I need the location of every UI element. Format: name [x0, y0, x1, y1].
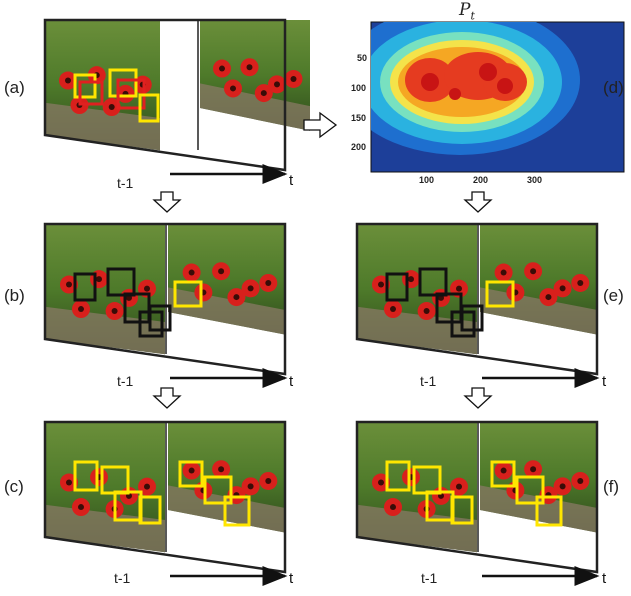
panel-label-c: (c)	[4, 477, 24, 496]
y-tick-100: 100	[351, 83, 367, 93]
prev-frame-label-e: t-1	[420, 373, 437, 389]
frame-panel-e	[355, 222, 600, 388]
x-tick-200: 200	[473, 175, 489, 185]
y-tick-50: 50	[357, 53, 368, 63]
frame-panel-c	[43, 420, 288, 586]
prev-frame-label-b: t-1	[117, 373, 134, 389]
right-arrow-icon	[303, 111, 338, 139]
panel-label-a: (a)	[4, 78, 25, 97]
frame-panel-f	[355, 420, 600, 586]
panel-label-d: (d)	[603, 78, 624, 97]
heatmap-title: Pt	[459, 0, 475, 23]
y-tick-150: 150	[351, 113, 367, 123]
heatmap-panel-d	[370, 21, 625, 173]
time-axis-label-c: t	[289, 570, 294, 587]
panel-label-b: (b)	[4, 286, 25, 305]
frame-panel-a	[43, 18, 310, 184]
panel-label-f: (f)	[603, 477, 620, 496]
x-tick-100: 100	[419, 175, 435, 185]
panel-label-e: (e)	[603, 286, 624, 305]
down-arrow-icon	[463, 387, 493, 409]
down-arrow-icon	[152, 191, 182, 213]
prev-frame-label-a: t-1	[117, 175, 134, 191]
y-tick-200: 200	[351, 142, 367, 152]
time-axis-label-b: t	[289, 373, 294, 390]
down-arrow-icon	[463, 191, 493, 213]
prev-frame-label-f: t-1	[421, 570, 438, 586]
frame-panel-b	[43, 222, 288, 388]
x-tick-300: 300	[527, 175, 543, 185]
time-axis-label-f: t	[602, 570, 607, 587]
down-arrow-icon	[152, 387, 182, 409]
time-axis-label-e: t	[602, 373, 607, 390]
prev-frame-label-c: t-1	[114, 570, 131, 586]
time-axis-label-a: t	[289, 172, 294, 189]
